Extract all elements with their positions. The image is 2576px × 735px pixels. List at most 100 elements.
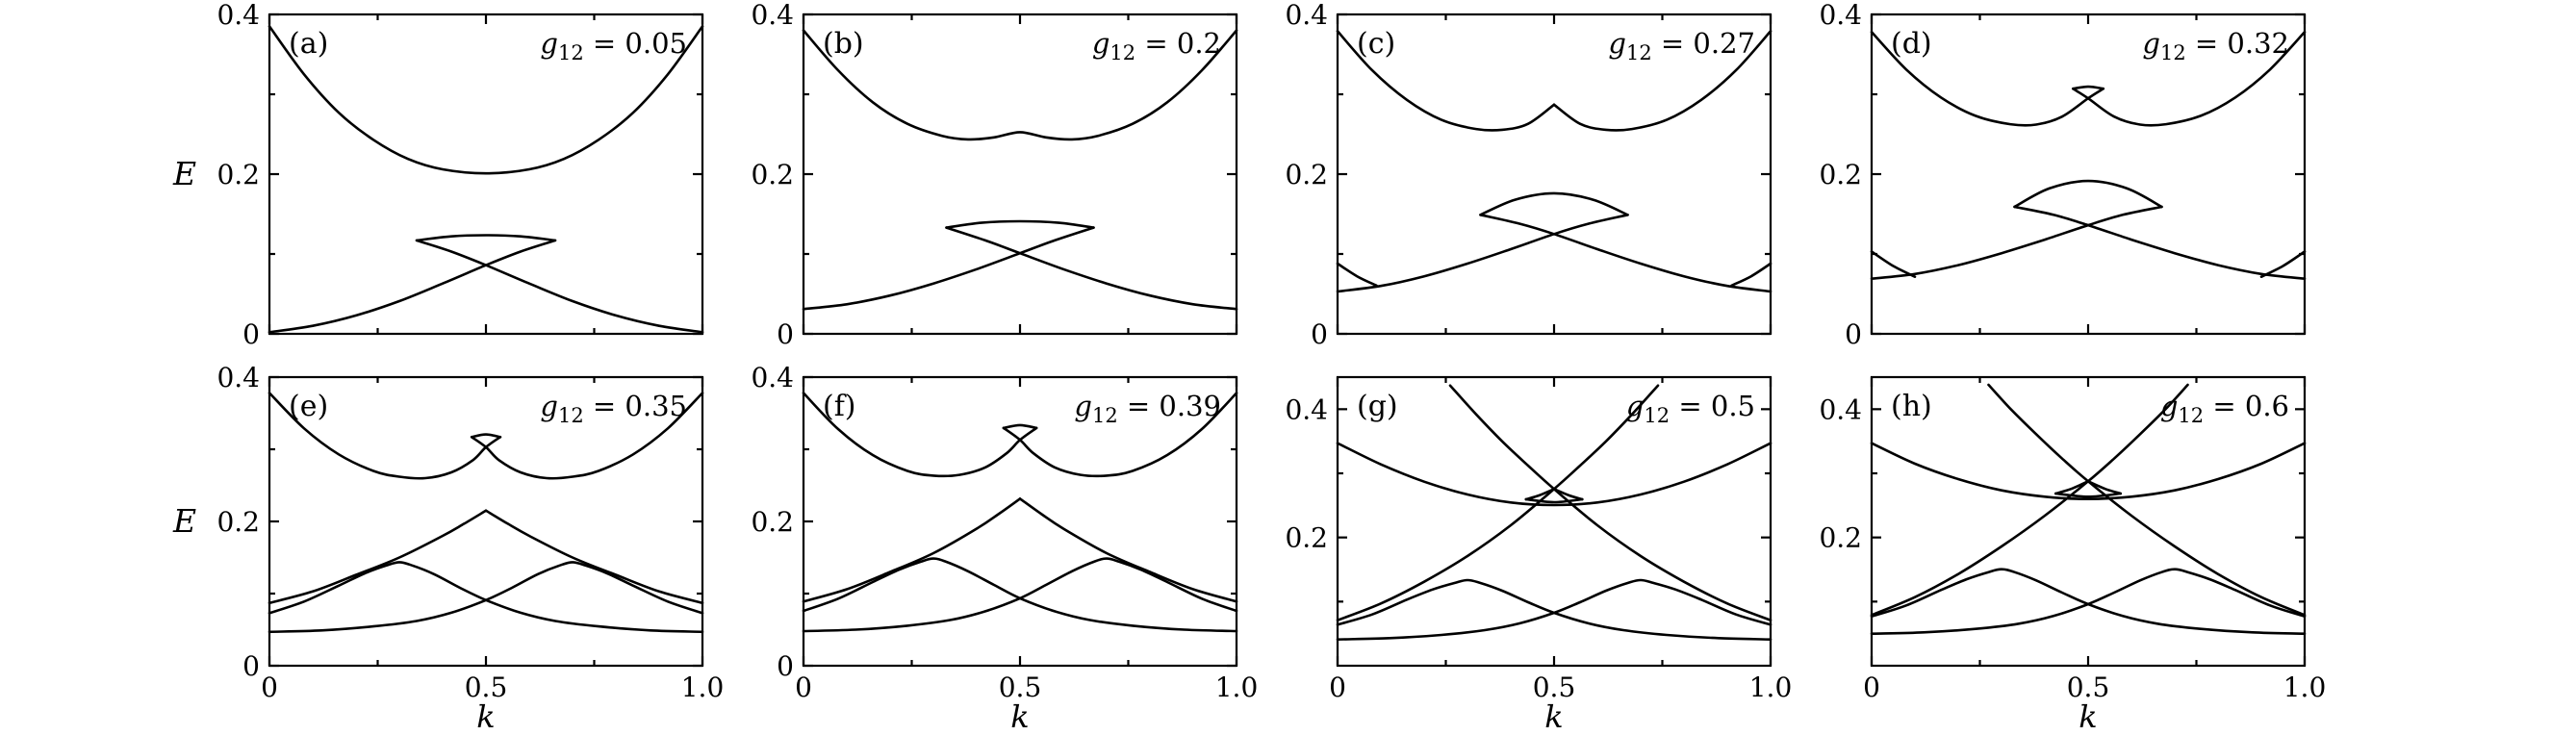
- lower-band-right-curve: [2013, 205, 2307, 280]
- x-loop-cap-curve: [1524, 497, 1584, 504]
- x-tick-label: 0: [1863, 672, 1880, 703]
- y-tick-label: 0.4: [751, 0, 794, 31]
- y-tick-label: 0.2: [751, 506, 794, 538]
- y-tick-label: 0: [777, 650, 794, 682]
- x-tick-label: 1.0: [2283, 672, 2327, 703]
- loop-arm-right-curve: [1448, 384, 1773, 621]
- x-tick-label: 0: [1329, 672, 1346, 703]
- y-tick-label: 0.2: [1285, 522, 1328, 554]
- x-tick-label: 0.5: [1533, 672, 1576, 703]
- y-axis-label: E: [172, 155, 196, 192]
- hump-right-curve: [802, 557, 1238, 633]
- y-tick-label: 0.2: [217, 159, 260, 190]
- upper-band-left-curve: [1870, 30, 2105, 127]
- loop-arm-right-curve: [1987, 383, 2307, 617]
- x-tick-label: 0.5: [999, 672, 1042, 703]
- plot-frame: [1336, 13, 1773, 336]
- lower-band-right-curve: [945, 226, 1238, 311]
- lower-band-left-curve: [268, 239, 557, 334]
- plot-frame: [802, 13, 1238, 336]
- param-label: g12 = 0.5: [1626, 390, 1755, 427]
- upper-band-left-curve: [802, 392, 1038, 478]
- panel-a: 0 0.2 0.4 (a) g12 = 0.05 E: [172, 0, 704, 350]
- x-loop-left-curve: [2054, 480, 2090, 495]
- y-tick-label: 0.4: [751, 362, 794, 393]
- y-tick-label: 0.4: [217, 362, 260, 393]
- panel-letter: (b): [823, 27, 864, 61]
- panel-g: 0 0.5 1.0 0.2 0.4 (g) g12 = 0.5 k: [1285, 375, 1793, 735]
- param-label: g12 = 0.05: [540, 27, 687, 64]
- loop-arm-left-curve: [1336, 384, 1660, 621]
- panel-b: 0 0.2 0.4 (b) g12 = 0.2: [751, 0, 1238, 350]
- hump-right-curve: [1870, 568, 2307, 635]
- param-label: g12 = 0.35: [540, 390, 687, 427]
- lower-band-left-curve: [1336, 214, 1629, 293]
- y-tick-label: 0.4: [217, 0, 260, 31]
- upper-band-curve: [802, 29, 1238, 141]
- loop-cap-curve: [945, 219, 1095, 229]
- param-label: g12 = 0.6: [2160, 390, 2289, 427]
- upper-loop-cap-curve: [1002, 423, 1038, 430]
- x-tick-label: 0: [795, 672, 812, 703]
- y-tick-label: 0: [242, 650, 260, 682]
- y-tick-label: 0.2: [751, 159, 794, 190]
- panel-letter: (c): [1357, 27, 1395, 61]
- lower-band-left-curve: [802, 226, 1095, 311]
- upper-band-left-curve: [1336, 30, 1556, 132]
- loop-cap-curve: [2013, 179, 2163, 209]
- y-tick-label: 0.4: [1819, 393, 1862, 425]
- upper-band-right-curve: [1002, 392, 1238, 478]
- upper-band-right-curve: [1552, 30, 1773, 132]
- upper-band-curve: [268, 25, 704, 175]
- x-loop-cap-curve: [2054, 492, 2123, 498]
- tent-right-curve: [484, 509, 704, 605]
- panel-f: 0 0.5 1.0 0 0.2 0.4 (f) g12 = 0.39 k: [751, 362, 1258, 735]
- y-tick-label: 0: [777, 318, 794, 350]
- y-tick-label: 0.2: [1819, 159, 1862, 190]
- upper-loop-cap-curve: [2072, 85, 2105, 90]
- x-loop-right-curve: [2086, 480, 2123, 495]
- tent-right-curve: [1018, 497, 1238, 603]
- x-tick-label: 1.0: [681, 672, 725, 703]
- x-tick-label: 0.5: [465, 672, 508, 703]
- param-label: g12 = 0.2: [1092, 27, 1221, 64]
- panel-letter: (d): [1891, 27, 1932, 61]
- x-axis-label: k: [1544, 698, 1563, 735]
- x-axis-label: k: [2079, 698, 2097, 735]
- y-tick-label: 0.2: [1819, 522, 1862, 554]
- param-label: g12 = 0.27: [1608, 27, 1755, 64]
- lower-band-right-curve: [1479, 214, 1773, 293]
- upper-band-left-curve: [268, 392, 502, 480]
- lower-band-right-curve: [415, 239, 704, 334]
- param-label: g12 = 0.32: [2142, 27, 2289, 64]
- x-tick-label: 1.0: [1749, 672, 1793, 703]
- y-tick-label: 0: [1845, 318, 1862, 350]
- panel-letter: (e): [289, 390, 328, 423]
- panel-d: 0 0.2 0.4 (d) g12 = 0.32: [1819, 0, 2307, 350]
- x-axis-label: k: [1010, 698, 1029, 735]
- loop-cap-curve: [1479, 191, 1629, 216]
- panel-e: 0 0.5 1.0 0 0.2 0.4 (e) g12 = 0.35 Ek: [172, 362, 724, 735]
- panel-c: 0 0.2 0.4 (c) g12 = 0.27: [1285, 0, 1773, 350]
- loop-arm-left-curve: [1870, 383, 2189, 617]
- y-tick-label: 0.2: [217, 506, 260, 538]
- hump-left-curve: [268, 561, 704, 634]
- x-tick-label: 1.0: [1215, 672, 1259, 703]
- y-tick-label: 0: [242, 318, 260, 350]
- upper-loop-cap-curve: [470, 433, 502, 439]
- y-tick-label: 0.4: [1285, 393, 1328, 425]
- hump-left-curve: [802, 557, 1238, 633]
- hump-right-curve: [1336, 578, 1773, 641]
- edge-tip-right-curve: [1730, 262, 1773, 288]
- x-axis-label: k: [476, 698, 495, 735]
- tent-left-curve: [802, 497, 1022, 603]
- tent-left-curve: [268, 509, 488, 605]
- upper-band-right-curve: [470, 392, 704, 480]
- y-axis-label: E: [172, 502, 196, 540]
- lower-band-left-curve: [1870, 205, 2163, 280]
- hump-left-curve: [1336, 578, 1773, 641]
- upper-band-right-curve: [2072, 30, 2307, 127]
- panel-letter: (f): [823, 390, 856, 423]
